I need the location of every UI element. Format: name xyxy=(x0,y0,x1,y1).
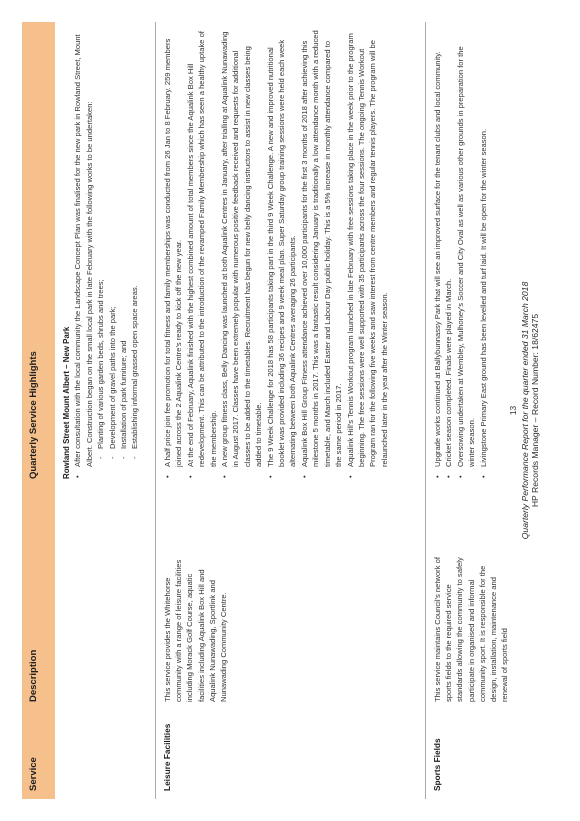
intro-title: Rowland Street Mount Albert – New Park xyxy=(62,326,71,479)
service-table: Service Description Quarterly Service Hi… xyxy=(22,22,511,799)
list-item: • A half price join fee promotion for tot… xyxy=(162,29,185,479)
page-footer: Quarterly Performance Report for the qua… xyxy=(520,0,540,821)
dash-icon: - xyxy=(96,456,106,459)
bullet-text: Livingstone Primary East ground has been… xyxy=(478,128,488,467)
table-row-leisure-facilities: Leisure Facilities This service provides… xyxy=(155,22,426,799)
sub-item-text: Planting of various garden beds, shrubs … xyxy=(96,279,106,449)
bullet-icon: • xyxy=(444,475,454,478)
bullet-icon: • xyxy=(73,475,83,478)
bullet-icon: • xyxy=(478,475,488,478)
bullet-text: Upgrade works continued at Ballybunnassy… xyxy=(433,51,442,467)
bullet-icon: • xyxy=(185,475,195,478)
service-description: This service provides the Whitehorse com… xyxy=(163,559,229,702)
table-row-sports-fields: Sports Fields This service maintains Cou… xyxy=(425,22,511,799)
sub-item-text: Establishing informal grassed open space… xyxy=(130,285,140,449)
bullet-icon: • xyxy=(299,475,309,478)
bullet-icon: • xyxy=(220,475,230,478)
list-item: • Livingstone Primary East ground has bee… xyxy=(478,29,489,479)
header-service: Service xyxy=(28,757,39,791)
list-item: • At the end of February, Aqualink finish… xyxy=(185,29,219,479)
report-title: Quarterly Performance Report for the qua… xyxy=(520,281,530,540)
table-header: Service Description Quarterly Service Hi… xyxy=(22,22,55,799)
bullet-text: A new group fitness class, Belly Dancing… xyxy=(220,31,264,468)
bullet-text: Aqualink Hill's Tennis Workout program l… xyxy=(345,33,389,467)
bullet-icon: • xyxy=(163,475,172,478)
sub-item-text: Installation of park furniture; and xyxy=(119,340,129,450)
bullet-text: At the end of February, Aqualink finishe… xyxy=(185,31,218,467)
service-name: Sports Fields xyxy=(432,738,442,791)
sub-item: - Planting of various garden beds, shrubs… xyxy=(95,29,106,479)
page-number: 13 xyxy=(508,405,518,416)
list-item: • Upgrade works continued at Ballybunnass… xyxy=(432,29,443,479)
list-item: • The 9 Week Challenge for 2018 has 58 pa… xyxy=(265,29,299,479)
dash-icon: - xyxy=(119,456,129,459)
list-item: • Aqualink Hill's Tennis Workout program … xyxy=(345,29,391,479)
bullet-icon: • xyxy=(265,475,275,478)
record-number: HP Records Manager – Record Number: 18/6… xyxy=(530,313,540,508)
list-item: • After consultation with the local comm… xyxy=(72,29,95,479)
service-highlights: • Upgrade works continued at Ballybunnass… xyxy=(432,29,489,479)
list-item: • Cricket season completed. Finals were p… xyxy=(443,29,454,479)
bullet-text: After consultation with the local commun… xyxy=(73,34,94,467)
bullet-text: Aqualink Box Hill Group Fitness attendan… xyxy=(299,30,344,467)
service-name: Leisure Facilities xyxy=(162,723,172,791)
list-item: • A new group fitness class, Belly Dancin… xyxy=(219,29,265,479)
bullet-text: Oversowing undertaken at Wembley, Mulhon… xyxy=(455,46,477,467)
bullet-text: A half price join fee promotion for tota… xyxy=(163,38,184,467)
service-description: This service maintains Council's network… xyxy=(433,557,510,702)
list-item: • Oversowing undertaken at Wembley, Mulho… xyxy=(455,29,478,479)
bullet-text: Cricket season completed. Finals were pl… xyxy=(444,278,454,467)
bullet-text: The 9 Week Challenge for 2018 has 58 par… xyxy=(265,39,298,467)
intro-highlights: Rowland Street Mount Albert – New Park •… xyxy=(61,29,141,479)
sub-item: - Development of gravel paths into the pa… xyxy=(107,29,118,479)
sub-item: - Establishing informal grassed open spac… xyxy=(129,29,140,479)
header-description: Description xyxy=(28,649,39,702)
header-highlights: Quarterly Service Highlights xyxy=(28,351,39,479)
list-item: • Aqualink Box Hill Group Fitness attenda… xyxy=(299,29,345,479)
bullet-icon: • xyxy=(455,475,465,478)
service-highlights: • A half price join fee promotion for tot… xyxy=(162,29,390,479)
dash-icon: - xyxy=(130,456,140,459)
bullet-icon: • xyxy=(433,475,442,478)
bullet-icon: • xyxy=(345,475,355,478)
sub-item-text: Development of gravel paths into the par… xyxy=(107,306,117,449)
sub-item: - Installation of park furniture; and xyxy=(118,29,129,479)
dash-icon: - xyxy=(107,456,117,459)
